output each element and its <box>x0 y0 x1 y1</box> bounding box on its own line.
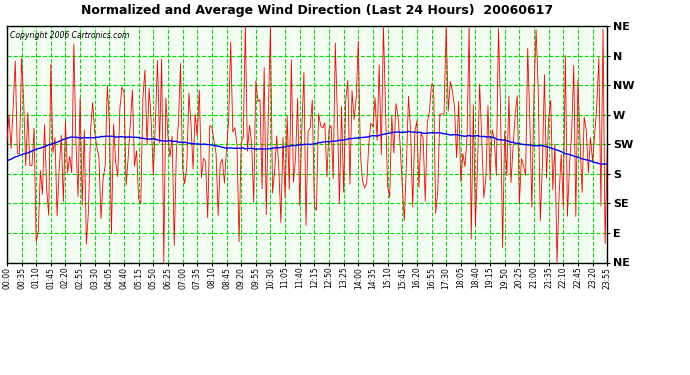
Text: Normalized and Average Wind Direction (Last 24 Hours)  20060617: Normalized and Average Wind Direction (L… <box>81 4 553 17</box>
Text: Copyright 2006 Cartronics.com: Copyright 2006 Cartronics.com <box>10 31 129 40</box>
